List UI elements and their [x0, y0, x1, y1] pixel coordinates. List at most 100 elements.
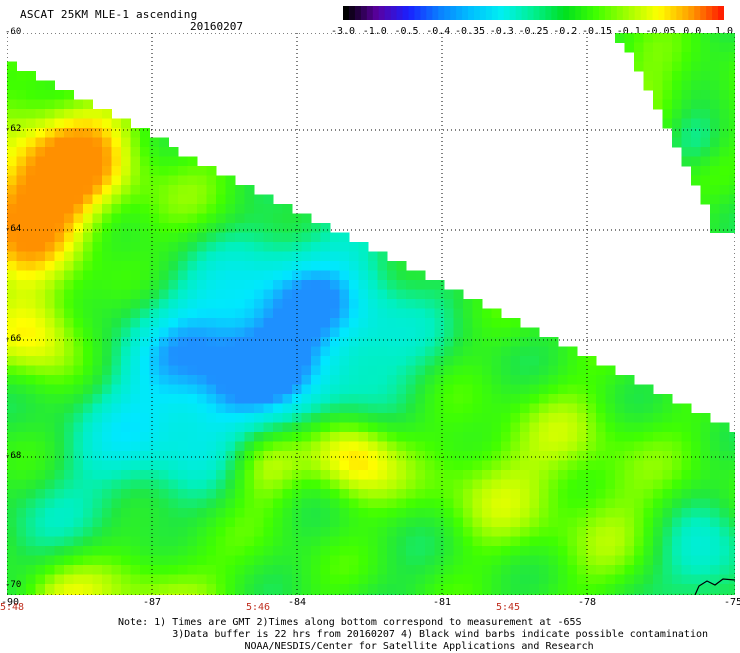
- data-cell: [7, 432, 17, 442]
- data-cell: [225, 299, 236, 309]
- data-cell: [396, 308, 407, 319]
- data-cell: [349, 308, 359, 319]
- data-cell: [330, 432, 340, 442]
- data-cell: [482, 403, 492, 414]
- data-cell: [710, 185, 720, 195]
- data-cell: [596, 574, 606, 585]
- data-cell: [244, 318, 255, 328]
- data-cell: [83, 251, 93, 262]
- data-cell: [653, 33, 663, 43]
- longitude-label: -75: [723, 597, 740, 608]
- data-cell: [149, 194, 160, 205]
- colorbar-segment: [402, 6, 410, 20]
- data-cell: [168, 546, 179, 556]
- data-cell: [624, 33, 635, 43]
- data-cell: [235, 451, 245, 461]
- data-cell: [330, 546, 340, 556]
- data-cell: [149, 147, 160, 157]
- data-cell: [45, 546, 55, 556]
- data-cell: [54, 536, 65, 547]
- data-cell: [64, 517, 74, 528]
- data-cell: [301, 451, 312, 461]
- data-cell: [16, 432, 27, 442]
- data-cell: [111, 536, 122, 547]
- data-cell: [396, 356, 407, 366]
- data-cell: [463, 441, 473, 452]
- data-cell: [121, 128, 131, 138]
- data-cell: [396, 536, 407, 547]
- data-cell: [425, 441, 435, 452]
- data-cell: [54, 318, 65, 328]
- colorbar: [343, 6, 724, 20]
- data-cell: [254, 194, 264, 205]
- data-cell: [501, 498, 511, 509]
- data-cell: [349, 422, 359, 433]
- data-cell: [482, 584, 492, 594]
- data-cell: [387, 432, 397, 442]
- data-cell: [197, 394, 207, 404]
- data-cell: [624, 574, 635, 585]
- data-cell: [681, 451, 692, 461]
- data-cell: [83, 508, 93, 518]
- data-cell: [16, 489, 27, 499]
- chart-title: ASCAT 25KM MLE-1 ascending: [20, 8, 198, 21]
- data-cell: [149, 213, 160, 224]
- data-cell: [197, 536, 207, 547]
- data-cell: [216, 251, 226, 262]
- data-cell: [596, 403, 606, 414]
- data-cell: [140, 479, 150, 490]
- data-cell: [54, 479, 65, 490]
- data-cell: [662, 593, 673, 595]
- data-cell: [187, 346, 198, 357]
- data-cell: [558, 394, 568, 404]
- data-cell: [102, 194, 112, 205]
- data-cell: [216, 223, 226, 233]
- data-cell: [425, 394, 435, 404]
- data-cell: [349, 337, 359, 347]
- data-cell: [520, 375, 530, 385]
- data-cell: [187, 584, 198, 594]
- data-cell: [244, 327, 255, 338]
- data-cell: [672, 517, 682, 528]
- data-cell: [178, 460, 188, 471]
- data-cell: [111, 508, 122, 518]
- data-cell: [92, 365, 103, 376]
- data-cell: [7, 213, 17, 224]
- data-cell: [206, 574, 217, 585]
- data-cell: [681, 403, 692, 414]
- data-cell: [510, 422, 521, 433]
- data-cell: [729, 498, 735, 509]
- data-cell: [7, 413, 17, 423]
- data-cell: [16, 375, 27, 385]
- data-cell: [206, 422, 217, 433]
- data-cell: [292, 327, 302, 338]
- data-cell: [320, 565, 331, 575]
- data-cell: [320, 536, 331, 547]
- data-cell: [387, 593, 397, 595]
- data-cell: [16, 156, 27, 167]
- data-cell: [396, 432, 407, 442]
- data-cell: [330, 565, 340, 575]
- data-cell: [539, 403, 549, 414]
- data-cell: [643, 527, 654, 537]
- data-cell: [64, 185, 74, 195]
- data-cell: [406, 498, 416, 509]
- data-cell: [140, 441, 150, 452]
- data-cell: [73, 318, 84, 328]
- data-cell: [197, 375, 207, 385]
- data-cell: [121, 251, 131, 262]
- data-cell: [45, 213, 55, 224]
- data-cell: [35, 327, 46, 338]
- data-cell: [434, 574, 445, 585]
- data-cell: [349, 289, 359, 300]
- data-cell: [586, 394, 597, 404]
- data-cell: [539, 384, 549, 395]
- data-cell: [434, 593, 445, 595]
- data-cell: [558, 375, 568, 385]
- data-cell: [54, 470, 65, 480]
- data-cell: [187, 185, 198, 195]
- data-cell: [529, 441, 540, 452]
- data-cell: [197, 384, 207, 395]
- data-cell: [681, 546, 692, 556]
- data-cell: [197, 517, 207, 528]
